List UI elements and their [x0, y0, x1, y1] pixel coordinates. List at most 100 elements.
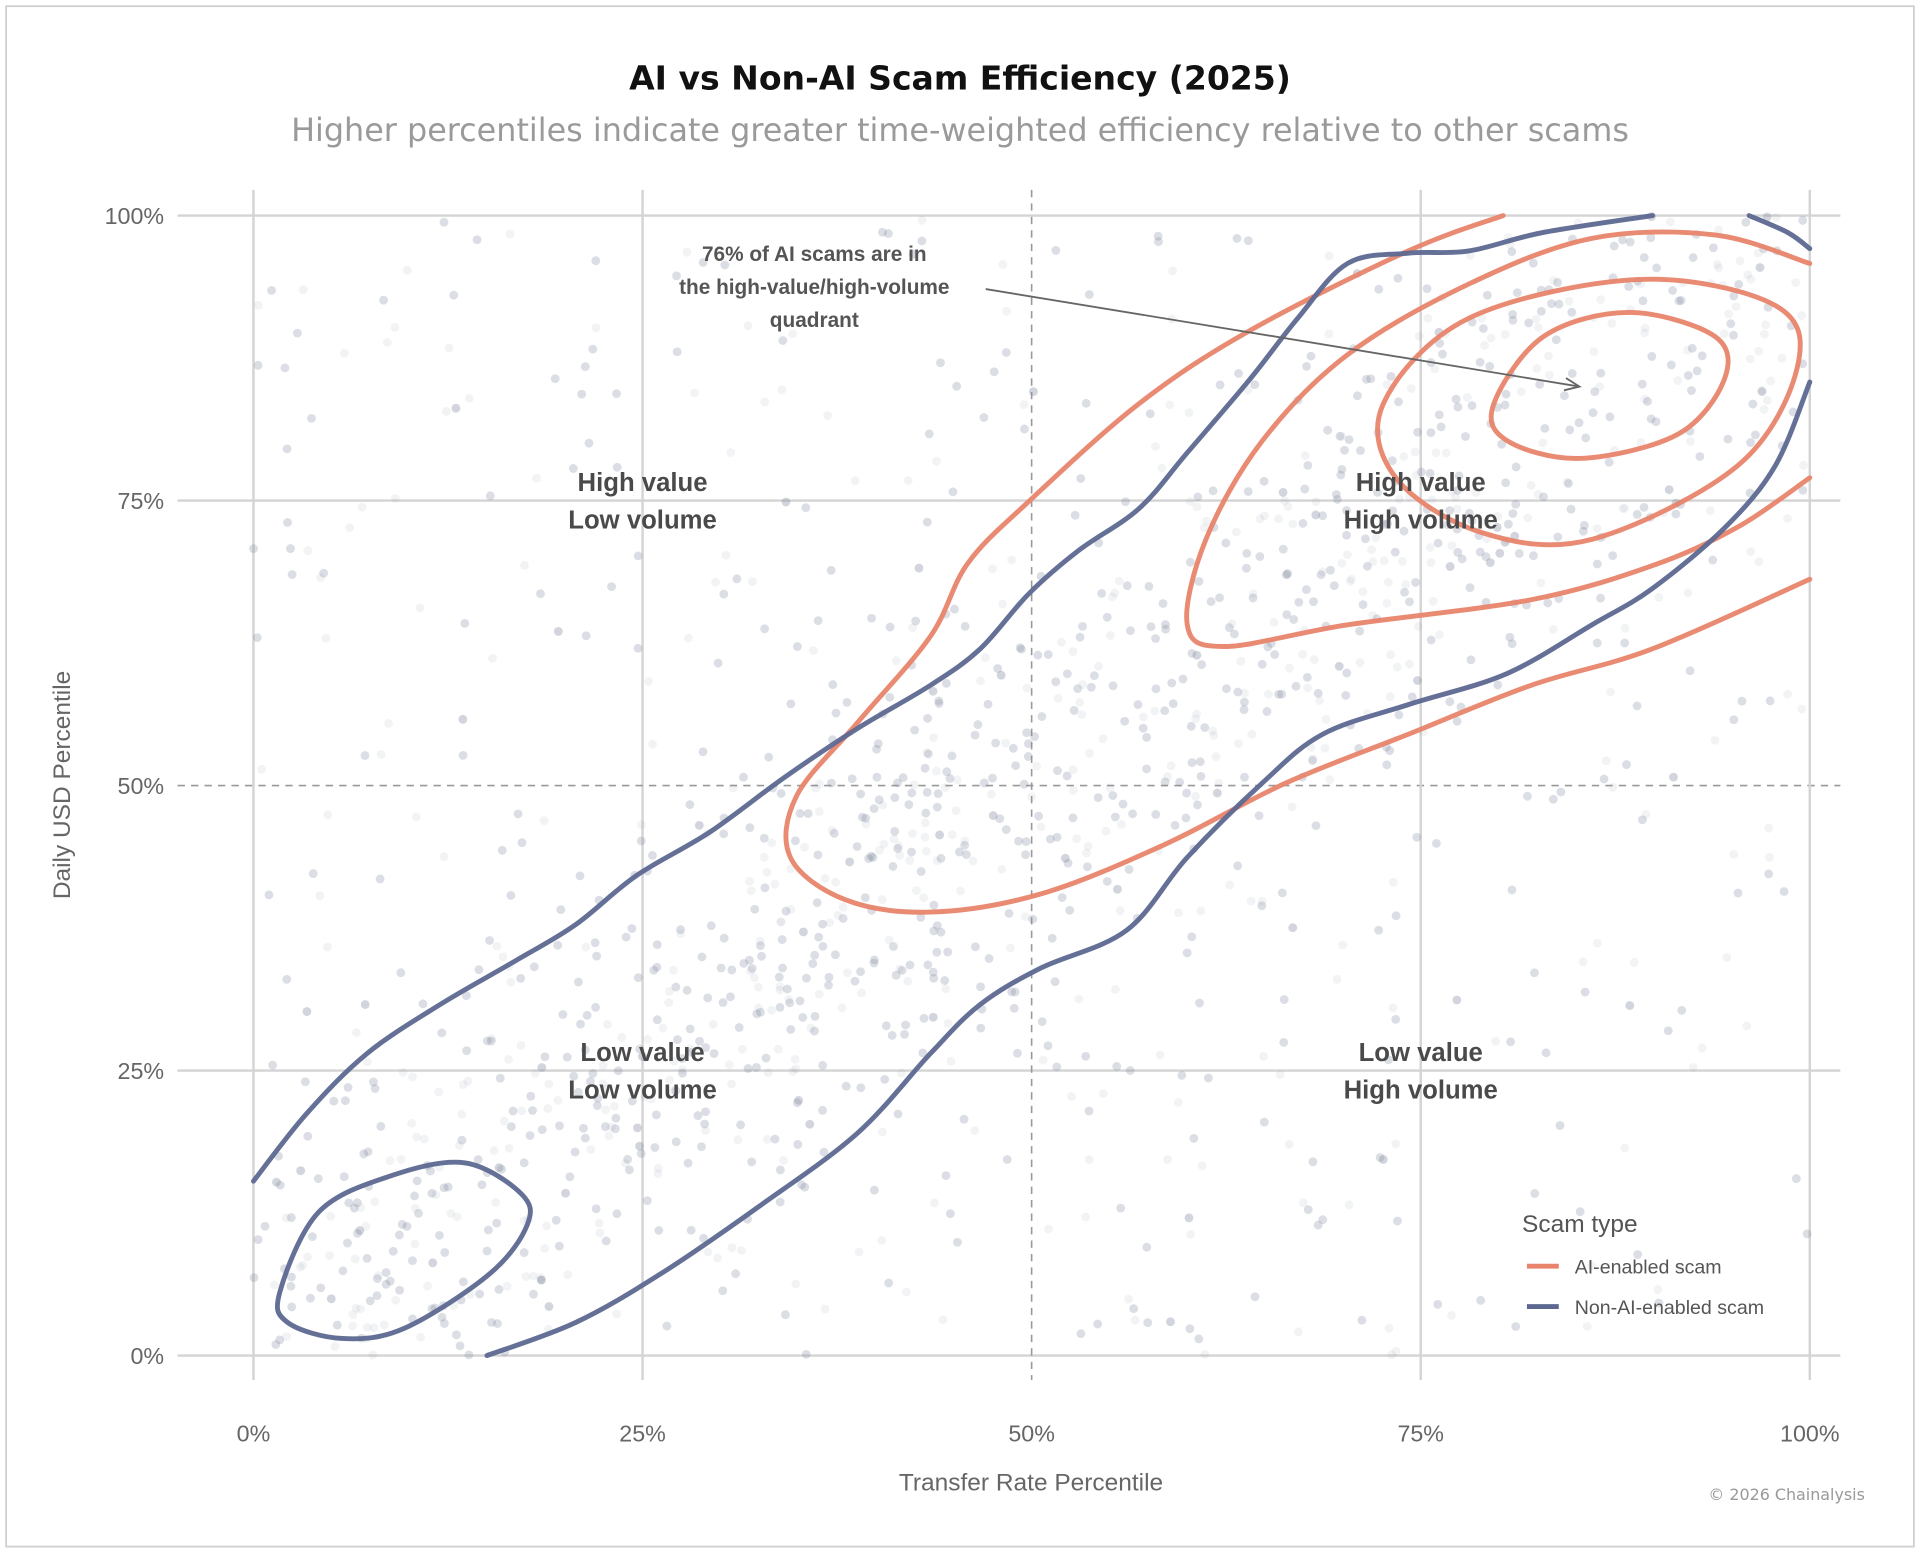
scatter-point — [633, 973, 643, 983]
scatter-point — [1431, 838, 1441, 848]
scatter-point — [1411, 578, 1420, 587]
scatter-point — [923, 714, 933, 723]
scatter-point — [1416, 467, 1426, 477]
scatter-point — [379, 295, 389, 305]
scatter-point — [1553, 532, 1563, 542]
scatter-point — [457, 1135, 467, 1145]
scatter-point — [1097, 588, 1107, 598]
scatter-point — [1653, 1285, 1663, 1294]
scatter-point — [1212, 788, 1222, 798]
scatter-point — [1206, 597, 1216, 606]
scatter-point — [1356, 446, 1365, 455]
scatter-point — [1401, 580, 1411, 589]
scatter-point — [945, 774, 955, 783]
scatter-point — [1069, 705, 1079, 715]
scatter-point — [1086, 682, 1096, 692]
scatter-point — [633, 551, 643, 561]
scatter-point — [1536, 306, 1546, 316]
scatter-point — [1194, 1334, 1204, 1344]
scatter-point — [275, 1335, 285, 1345]
scatter-point — [1187, 648, 1197, 658]
scatter-point — [1077, 710, 1087, 720]
scatter-point — [460, 618, 470, 628]
scatter-point — [461, 991, 471, 1001]
scatter-point — [904, 800, 914, 810]
scatter-point — [979, 778, 989, 788]
scatter-point — [1015, 643, 1025, 653]
scatter-point — [1413, 676, 1422, 685]
scatter-point — [1726, 319, 1736, 329]
scatter-point — [1068, 813, 1078, 823]
scatter-point — [780, 1310, 790, 1320]
scatter-point — [1357, 1315, 1367, 1325]
scatter-point — [922, 517, 932, 527]
scatter-point — [519, 1248, 529, 1258]
scatter-point — [1443, 520, 1452, 530]
scatter-point — [903, 976, 913, 986]
scatter-point — [474, 965, 484, 975]
scatter-point — [1482, 290, 1492, 300]
scatter-point — [1361, 374, 1371, 384]
scatter-point — [1182, 788, 1192, 798]
scatter-point — [1019, 779, 1029, 789]
scatter-point — [1604, 457, 1614, 467]
scatter-point — [781, 497, 791, 507]
scatter-point — [1259, 476, 1269, 486]
scatter-point — [1606, 687, 1616, 697]
scatter-point — [1033, 650, 1043, 660]
scatter-point — [1426, 428, 1436, 438]
scatter-point — [1622, 760, 1631, 770]
scatter-point — [295, 1262, 305, 1272]
scatter-point — [1622, 760, 1631, 770]
scatter-point — [1580, 987, 1590, 997]
scatter-point — [1158, 599, 1168, 608]
scatter-point — [897, 1068, 906, 1078]
scatter-point — [940, 976, 950, 985]
scatter-point — [808, 959, 818, 969]
scatter-point — [1462, 393, 1472, 402]
scatter-point — [1107, 592, 1117, 602]
scatter-point — [359, 1149, 369, 1159]
scatter-point — [593, 1093, 603, 1103]
scatter-point — [1453, 485, 1463, 495]
scatter-point — [612, 389, 621, 399]
scatter-point — [286, 544, 295, 554]
scatter-point — [1366, 374, 1376, 384]
scatter-point — [1034, 811, 1043, 821]
scatter-point — [553, 626, 563, 636]
scatter-point — [970, 942, 980, 952]
scatter-point — [701, 1043, 711, 1052]
scatter-point — [627, 1096, 637, 1106]
scatter-point — [1303, 1205, 1313, 1215]
scatter-point — [945, 774, 955, 783]
scatter-point — [901, 1020, 911, 1030]
scatter-point — [750, 973, 759, 983]
scatter-point — [1671, 509, 1681, 519]
scatter-point — [797, 1180, 806, 1190]
scatter-point — [1283, 569, 1293, 578]
scatter-point — [493, 1319, 502, 1328]
scatter-point — [864, 854, 874, 864]
scatter-point — [1016, 644, 1026, 654]
scatter-point — [1242, 563, 1251, 573]
scatter-point — [887, 1030, 897, 1040]
scatter-point — [1024, 739, 1033, 749]
scatter-point — [941, 984, 951, 994]
scatter-point — [1062, 771, 1072, 781]
scatter-point — [555, 1121, 564, 1131]
scatter-point — [1441, 448, 1451, 458]
scatter-point — [923, 749, 933, 759]
scatter-point — [752, 1063, 761, 1072]
scatter-point — [391, 1295, 401, 1305]
scatter-point — [1020, 912, 1030, 922]
scatter-point — [519, 1248, 529, 1258]
scatter-point — [1196, 771, 1206, 781]
scatter-point — [1737, 696, 1747, 706]
scatter-point — [685, 800, 695, 810]
scatter-point — [485, 936, 494, 945]
scatter-point — [286, 544, 295, 554]
scatter-point — [826, 778, 836, 788]
scatter-point — [773, 1044, 783, 1054]
scatter-point — [1378, 1155, 1388, 1164]
scatter-point — [475, 1289, 485, 1299]
